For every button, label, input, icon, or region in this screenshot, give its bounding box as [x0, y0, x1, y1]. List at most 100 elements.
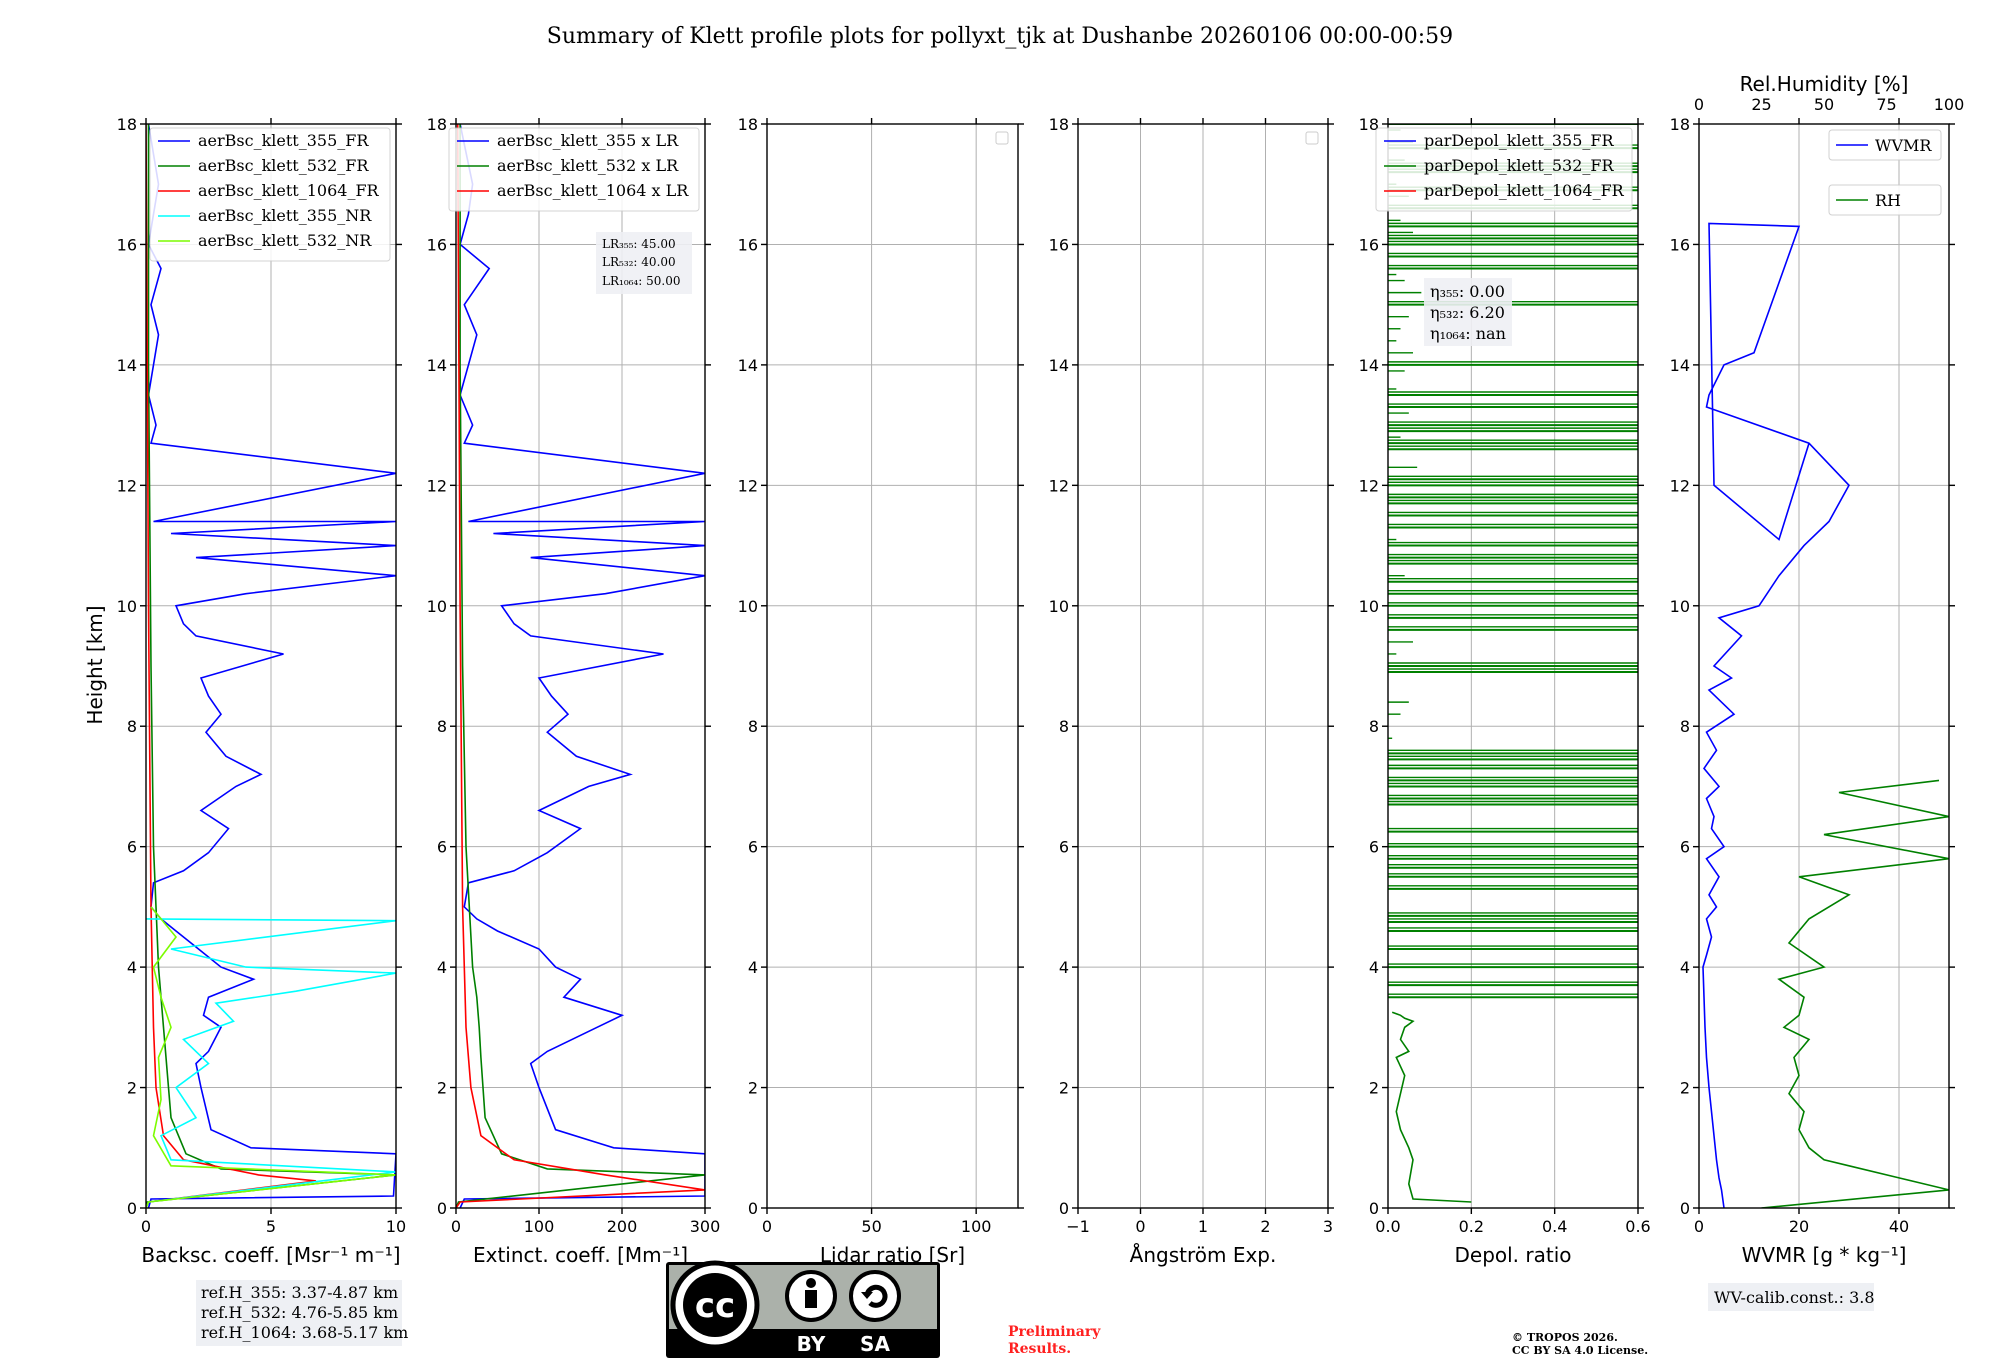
y-tick-label: 10	[738, 597, 758, 616]
y-tick-label: 12	[117, 476, 137, 495]
y-tick-label: 10	[117, 597, 137, 616]
y-tick-label: 18	[738, 115, 758, 134]
y-tick-label: 16	[1049, 235, 1069, 254]
data-lines-depol	[1388, 124, 1638, 1203]
y-tick-label: 12	[738, 476, 758, 495]
x-tick-label: 0	[762, 1217, 772, 1236]
x-tick-label: 20	[1789, 1217, 1809, 1236]
legend-label: aerBsc_klett_355 x LR	[497, 131, 679, 150]
y-tick-label: 12	[427, 476, 447, 495]
x-tick-label: 3	[1323, 1217, 1333, 1236]
ref-h-532-text: ref.H_532: 4.76-5.85 km	[201, 1303, 398, 1322]
axes-frame	[1387, 123, 1639, 1209]
lr-1064-text: LR₁₀₆₄: 50.00	[602, 274, 680, 288]
x-axis-label: WVMR [g * kg⁻¹]	[1742, 1243, 1907, 1267]
x-tick-label: 0	[1135, 1217, 1145, 1236]
cc-by-sa-logo: cc BY SA	[666, 1260, 940, 1358]
axes-frame	[455, 123, 706, 1209]
x-axis-label: Backsc. coeff. [Msr⁻¹ m⁻¹]	[141, 1243, 400, 1267]
legend-box	[149, 127, 391, 262]
y-tick-label: 16	[427, 235, 447, 254]
y-tick-label: 18	[1670, 115, 1690, 134]
y-tick-label: 14	[738, 356, 758, 375]
cc-sa-text: SA	[860, 1332, 890, 1356]
x-tick-label: −1	[1066, 1217, 1090, 1236]
y-tick-label: 4	[437, 958, 447, 977]
x-axis-label: Extinct. coeff. [Mm⁻¹]	[473, 1243, 688, 1267]
empty-legend	[1305, 131, 1319, 145]
y-tick-label: 8	[127, 717, 137, 736]
legend-label: aerBsc_klett_1064_FR	[198, 181, 380, 200]
legend-label: parDepol_klett_355_FR	[1424, 131, 1615, 150]
y-tick-label: 2	[748, 1079, 758, 1098]
legend-label: aerBsc_klett_1064 x LR	[497, 181, 689, 200]
y-tick-label: 2	[1059, 1079, 1069, 1098]
y-tick-label: 14	[427, 356, 447, 375]
y-tick-label: 12	[1359, 476, 1379, 495]
x-tick-label: 100	[961, 1217, 992, 1236]
x-tick-label: 10	[386, 1217, 406, 1236]
preliminary-line-2: Results.	[1008, 1341, 1071, 1357]
person-icon	[806, 1278, 816, 1288]
legend-label: aerBsc_klett_532_NR	[198, 231, 372, 250]
panel-backscatter: 0 2 4 6 8 10 12 14 16 18 0 5 10 Backsc. coeff. [Msr⁻¹…	[117, 115, 407, 1267]
eta-box: η₃₅₅: 0.00 η₅₃₂: 6.20 η₁₀₆₄: nan	[1424, 278, 1512, 346]
series-line-aerBsc_klett_532 x LR	[456, 124, 705, 1208]
y-tick-label: 4	[1059, 958, 1069, 977]
y-tick-label: 0	[127, 1199, 137, 1218]
series-line-aerBsc_klett_355_NR	[146, 918, 396, 1208]
lr-355-text: LR₃₅₅: 45.00	[602, 237, 676, 251]
wv-calib-text: WV-calib.const.: 3.8	[1714, 1288, 1875, 1307]
y-tick-label: 2	[1369, 1079, 1379, 1098]
legend-label: aerBsc_klett_355_NR	[198, 206, 372, 225]
y-tick-label: 6	[1059, 838, 1069, 857]
top-tick-label: 75	[1876, 95, 1896, 114]
x-tick-label: 0.0	[1375, 1217, 1400, 1236]
copyright-line-1: © TROPOS 2026.	[1512, 1331, 1618, 1344]
cc-by-text: BY	[797, 1332, 826, 1356]
height-axis-label: Height [km]	[83, 605, 107, 724]
eta-355-text: η₃₅₅: 0.00	[1430, 282, 1505, 301]
y-tick-label: 18	[1049, 115, 1069, 134]
x-tick-label: 5	[266, 1217, 276, 1236]
ref-h-1064-text: ref.H_1064: 3.68-5.17 km	[201, 1323, 408, 1342]
y-tick-label: 18	[1359, 115, 1379, 134]
y-tick-label: 0	[1680, 1199, 1690, 1218]
x-tick-label: 0	[451, 1217, 461, 1236]
y-tick-label: 8	[1680, 717, 1690, 736]
y-tick-label: 6	[1680, 838, 1690, 857]
y-tick-label: 16	[117, 235, 137, 254]
legend-label: aerBsc_klett_532_FR	[198, 156, 369, 175]
lidar-ratio-box: LR₃₅₅: 45.00 LR₅₃₂: 40.00 LR₁₀₆₄: 50.00	[596, 232, 692, 294]
x-tick-label: 1	[1198, 1217, 1208, 1236]
x-tick-label: 50	[861, 1217, 881, 1236]
top-tick-label: 0	[1694, 95, 1704, 114]
empty-legend	[995, 131, 1009, 145]
share-alike-icon	[864, 1284, 888, 1308]
series-line-aerBsc_klett_1064_FR	[146, 124, 317, 1208]
x-tick-label: 0.6	[1625, 1217, 1650, 1236]
y-tick-label: 6	[127, 838, 137, 857]
y-tick-label: 10	[1359, 597, 1379, 616]
legend-box	[1828, 129, 1942, 161]
y-tick-label: 14	[1670, 356, 1690, 375]
x-tick-label: 0	[141, 1217, 151, 1236]
eta-1064-text: η₁₀₆₄: nan	[1430, 324, 1506, 343]
panel-depol: 0 2 4 6 8 10 12 14 16 18 0.0 0.2 0.4 0.6 Depol. ratio p…	[1359, 115, 1651, 1267]
series-line-RH	[1761, 779, 1949, 1208]
y-tick-label: 0	[1369, 1199, 1379, 1218]
legend-box	[448, 127, 700, 212]
x-tick-label: 0.4	[1542, 1217, 1567, 1236]
y-tick-label: 2	[127, 1079, 137, 1098]
y-tick-label: 10	[427, 597, 447, 616]
top-tick-label: 25	[1751, 95, 1771, 114]
x-tick-label: 200	[607, 1217, 638, 1236]
x-tick-label: 40	[1889, 1217, 1909, 1236]
axes-frame	[766, 123, 1019, 1209]
series-line-aerBsc_klett_355_FR	[147, 124, 396, 1208]
